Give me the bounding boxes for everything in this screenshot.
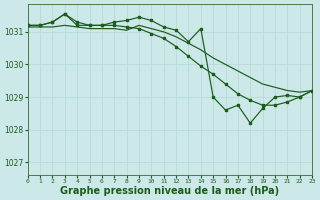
X-axis label: Graphe pression niveau de la mer (hPa): Graphe pression niveau de la mer (hPa) xyxy=(60,186,279,196)
